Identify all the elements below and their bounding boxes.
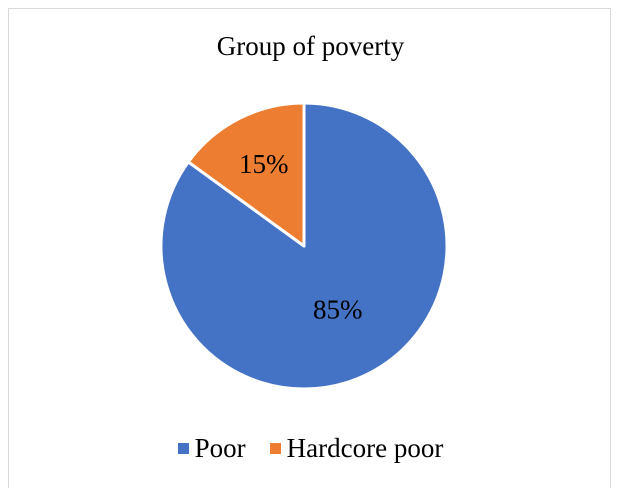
legend-swatch-icon [270, 443, 281, 454]
legend-label: Hardcore poor [287, 433, 444, 464]
legend-item-hardcore-poor: Hardcore poor [270, 433, 444, 464]
chart-legend: Poor Hardcore poor [9, 433, 612, 464]
data-label-poor: 85% [313, 294, 363, 324]
legend-swatch-icon [178, 443, 189, 454]
pie-chart: 85% 15% [9, 9, 612, 439]
data-label-hardcore-poor: 15% [239, 149, 289, 179]
legend-item-poor: Poor [178, 433, 246, 464]
legend-label: Poor [195, 433, 246, 464]
chart-area: Group of poverty 85% 15% Poor Hardcore poo… [8, 8, 611, 488]
